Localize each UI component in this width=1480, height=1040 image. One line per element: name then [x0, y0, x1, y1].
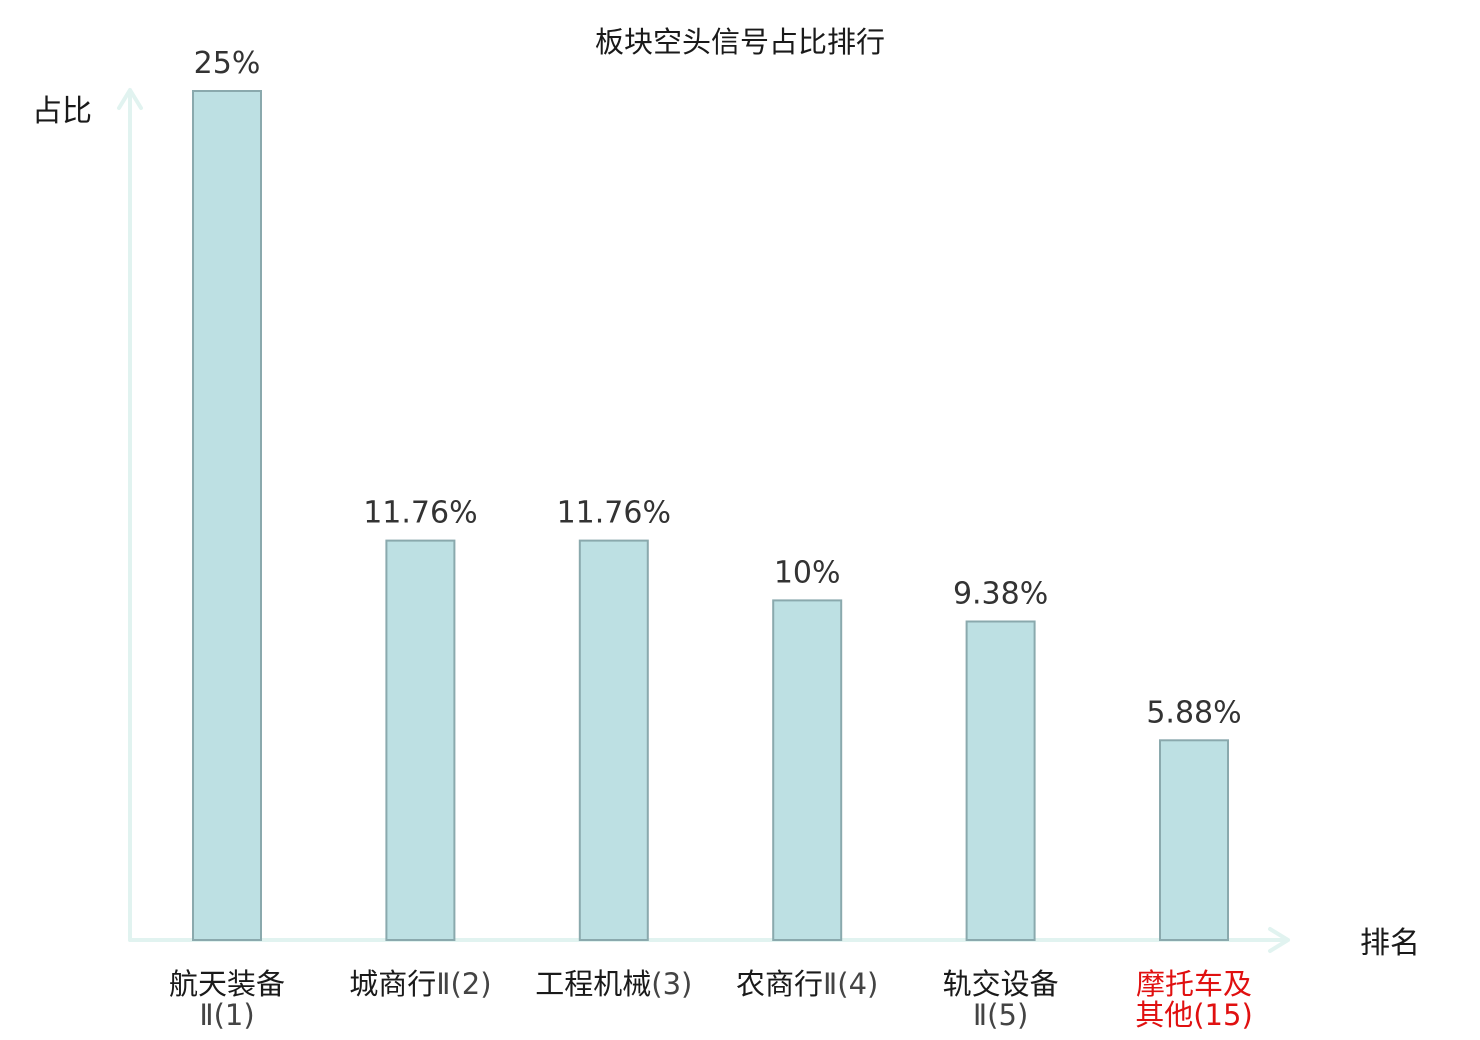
x-tick-rank: Ⅱ(4): [823, 967, 878, 1001]
bar-5: [965, 620, 1036, 941]
x-tick-rank: (15): [1193, 998, 1253, 1032]
x-tick-name: 其他: [1135, 998, 1193, 1032]
x-tick-name: 摩托车及: [1136, 967, 1252, 1001]
value-label-1: 25%: [194, 46, 261, 81]
bar-4: [772, 599, 843, 942]
bar-6: [1159, 739, 1229, 941]
value-label-6: 5.88%: [1146, 695, 1241, 730]
x-tick-label-4-line-1: 农商行Ⅱ(4): [736, 967, 878, 1001]
bar-group: [192, 90, 1229, 942]
chart-title: 板块空头信号占比排行: [595, 25, 885, 59]
x-tick-name: 轨交设备: [943, 967, 1059, 1001]
x-tick-label-5-line-1: 轨交设备: [943, 967, 1059, 1001]
x-tick-rank: Ⅱ(2): [436, 967, 491, 1001]
x-tick-name: 城商行: [349, 967, 436, 1001]
x-tick-name: 工程机械: [535, 967, 651, 1001]
bar-3: [578, 539, 649, 941]
x-tick-rank: Ⅱ(5): [973, 998, 1028, 1032]
y-axis-line: [117, 88, 143, 942]
x-tick-label-6-line-1: 摩托车及: [1136, 967, 1252, 1001]
value-label-4: 10%: [774, 555, 841, 590]
value-label-2: 11.76%: [363, 496, 477, 531]
x-tick-label-2-line-1: 城商行Ⅱ(2): [349, 967, 491, 1001]
y-axis-label: 占比: [32, 94, 92, 129]
x-tick-label-1-line-1: 航天装备: [169, 967, 285, 1001]
x-tick-rank: Ⅱ(1): [199, 998, 254, 1032]
x-tick-label-6-line-2: 其他(15): [1135, 998, 1253, 1032]
x-axis-line: [128, 927, 1290, 953]
value-label-3: 11.76%: [557, 496, 671, 531]
value-label-5: 9.38%: [953, 577, 1048, 612]
x-tick-name: 农商行: [736, 967, 823, 1001]
bar-1: [192, 90, 262, 941]
x-tick-rank: (3): [651, 967, 692, 1001]
x-tick-name: 航天装备: [169, 967, 285, 1001]
x-axis-label: 排名: [1360, 926, 1420, 961]
value-label-group: 25% 11.76% 11.76% 10% 9.38% 5.88%: [194, 46, 1242, 730]
x-tick-label-5-line-2: Ⅱ(5): [973, 998, 1028, 1032]
bar-2: [385, 539, 456, 941]
x-tick-label-3-line-1: 工程机械(3): [535, 967, 692, 1001]
x-tick-label-1-line-2: Ⅱ(1): [199, 998, 254, 1032]
